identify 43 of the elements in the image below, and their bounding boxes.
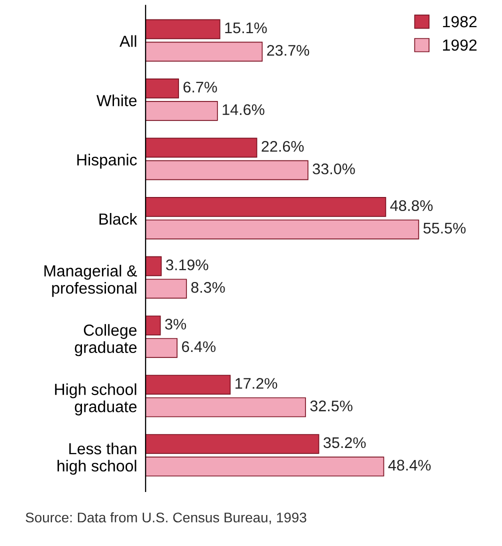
data-label: 35.2% [324,437,366,448]
y-tick-label: College graduate [74,324,137,356]
data-label: 6.7% [183,82,217,93]
y-tick-label: Hispanic [77,154,137,169]
bar [146,160,308,180]
legend-label: 1992 [443,39,477,51]
source-note: Source: Data from U.S. Census Bureau, 1993 [26,512,306,524]
data-label: 23.7% [267,44,310,56]
data-label: 3% [165,318,186,330]
data-label: 32.5% [310,400,352,412]
bar [146,19,220,40]
legend-label: 1982 [443,16,477,28]
data-label: 3.19% [166,259,208,270]
bar [146,374,231,395]
y-tick-label: High school graduate [55,383,137,416]
bar [146,278,187,299]
bar [146,42,263,62]
data-label: 14.6% [222,104,264,116]
data-label: 6.4% [182,341,216,352]
data-label: 48.4% [388,460,431,471]
data-label: 22.6% [262,140,304,152]
bar [146,397,306,418]
data-label: 17.2% [236,378,278,389]
bar [146,220,420,240]
bar [146,78,179,98]
y-tick-label: Black [100,213,138,225]
bar [146,101,218,121]
bar [146,138,258,158]
data-label: 15.1% [225,22,267,34]
bar [146,434,320,454]
bar [146,338,178,358]
y-tick-label: All [120,35,136,47]
data-label: 48.8% [390,200,433,212]
y-tick-label: Managerial & professional [44,264,138,297]
data-label: 55.5% [423,222,466,234]
bar [146,197,386,217]
y-tick-label: White [96,94,137,106]
y-tick-label: Less than high school [58,442,136,475]
bar [146,456,384,476]
data-label: 33.0% [312,163,355,174]
data-label: 8.3% [191,282,225,293]
bar [146,256,162,276]
bar [146,316,161,336]
